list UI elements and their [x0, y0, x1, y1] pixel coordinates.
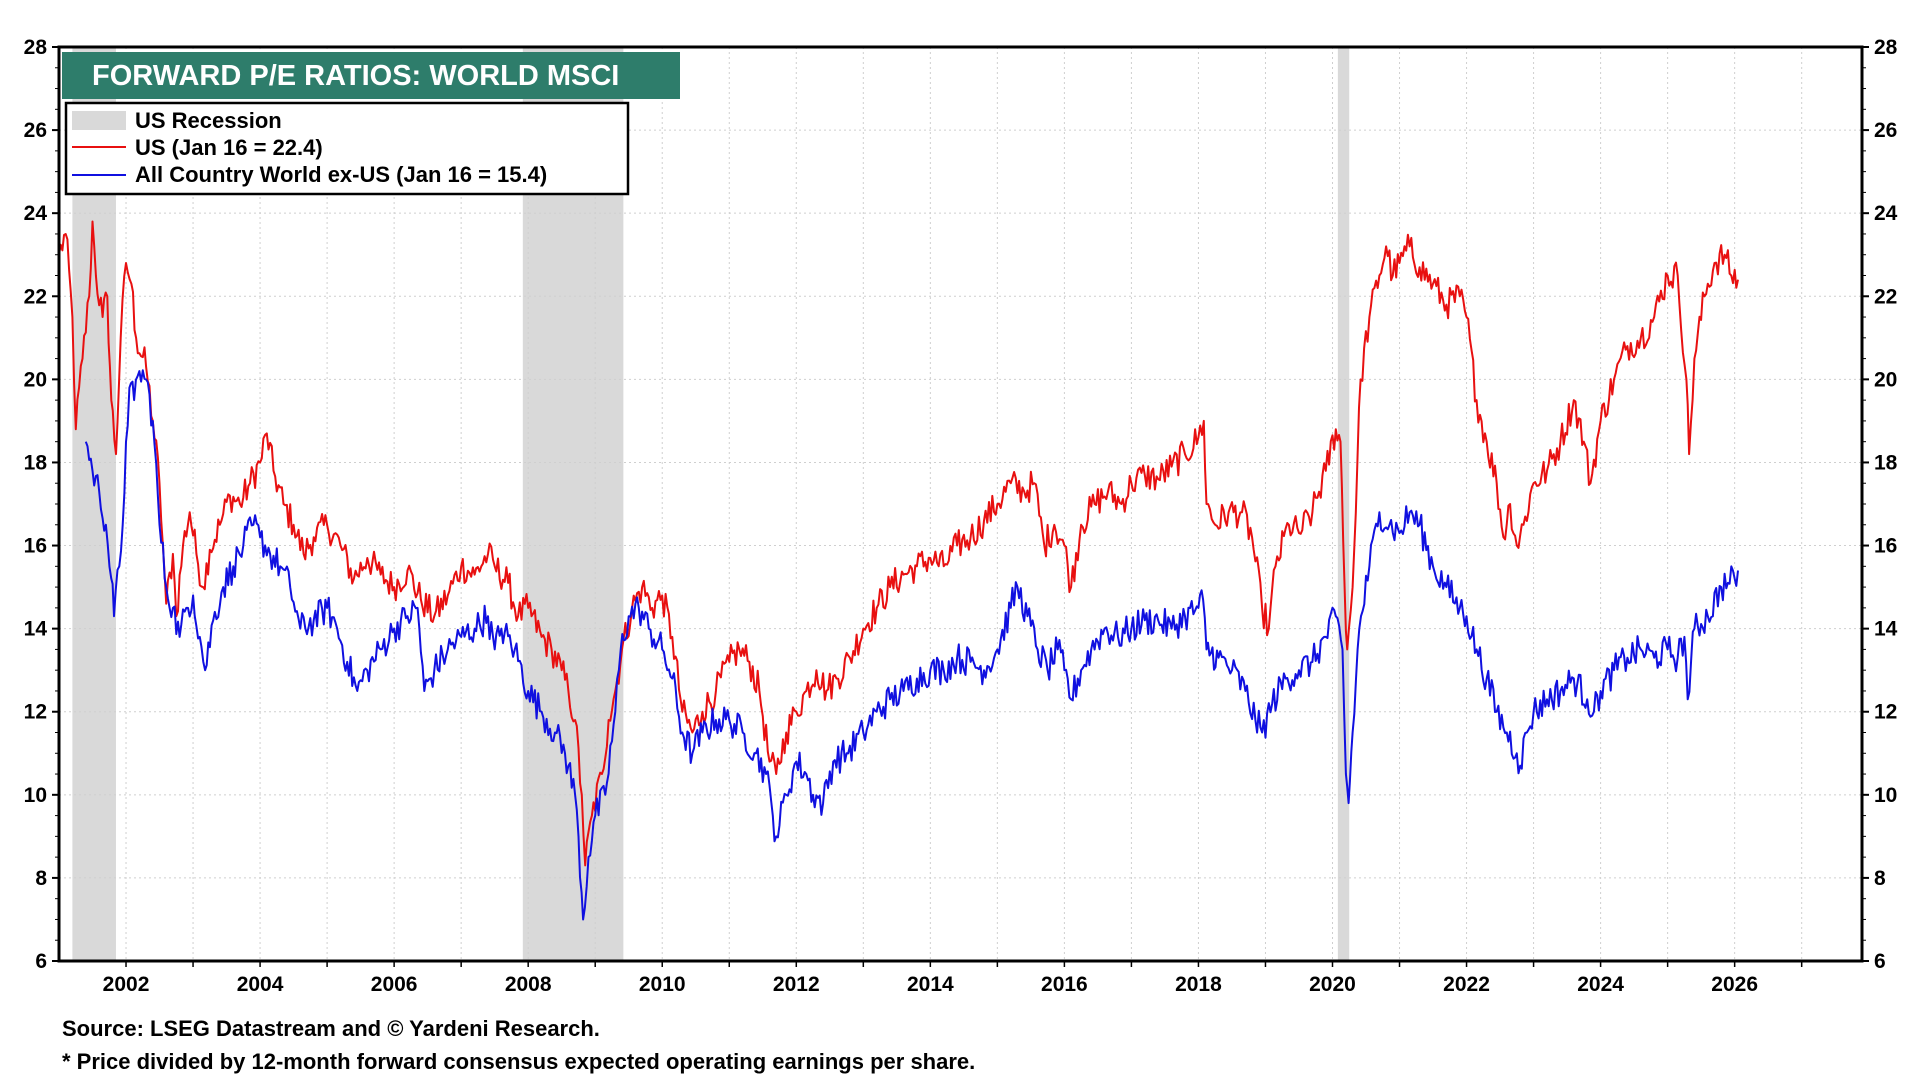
- y-tick-label-left: 28: [24, 36, 48, 59]
- us-series-line: [58, 220, 1739, 867]
- legend-box: [64, 101, 630, 196]
- y-tick-label-right: 22: [1874, 285, 1897, 308]
- x-tick-label: 2022: [1443, 973, 1490, 996]
- y-tick-label-left: 6: [35, 950, 47, 973]
- x-tick-label: 2016: [1041, 973, 1088, 996]
- x-tick-label: 2006: [371, 973, 418, 996]
- x-tick-label: 2026: [1711, 973, 1758, 996]
- chart-title-box: [62, 52, 680, 99]
- recession-band: [522, 47, 624, 961]
- x-tick-label: 2018: [1175, 973, 1222, 996]
- y-tick-label-left: 8: [35, 867, 47, 890]
- source-note: Source: LSEG Datastream and © Yardeni Re…: [62, 1016, 600, 1041]
- legend: US Recession US (Jan 16 = 22.4) All Coun…: [64, 101, 630, 196]
- legend-us-label: US (Jan 16 = 22.4): [135, 135, 323, 160]
- y-tick-label-left: 18: [24, 451, 48, 474]
- y-tick-label-left: 10: [24, 784, 47, 807]
- series-lines: [58, 220, 1739, 921]
- y-tick-label-left: 26: [24, 119, 47, 142]
- y-tick-label-right: 10: [1874, 784, 1897, 807]
- chart-title: FORWARD P/E RATIOS: WORLD MSCI: [92, 60, 619, 92]
- recession-bands: [72, 47, 1350, 961]
- legend-exus-label: All Country World ex-US (Jan 16 = 15.4): [135, 162, 547, 187]
- acwi-ex-us-series-line: [84, 369, 1739, 921]
- y-tick-label-right: 28: [1874, 36, 1898, 59]
- recession-band: [72, 47, 116, 961]
- recession-band: [1337, 47, 1350, 961]
- y-tick-label-right: 14: [1874, 618, 1898, 641]
- definition-note: * Price divided by 12-month forward cons…: [62, 1049, 976, 1074]
- y-tick-label-right: 24: [1874, 202, 1898, 225]
- legend-recession-label: US Recession: [135, 108, 282, 133]
- y-tick-label-right: 6: [1874, 950, 1886, 973]
- y-tick-label-left: 24: [24, 202, 48, 225]
- x-tick-label: 2008: [505, 973, 552, 996]
- y-tick-label-right: 16: [1874, 535, 1897, 558]
- y-tick-label-left: 14: [24, 618, 48, 641]
- y-tick-label-right: 26: [1874, 119, 1897, 142]
- y-tick-label-left: 22: [24, 285, 47, 308]
- x-tick-label: 2004: [237, 973, 284, 996]
- y-tick-label-right: 8: [1874, 867, 1886, 890]
- x-tick-label: 2024: [1577, 973, 1624, 996]
- legend-recession-swatch: [72, 111, 126, 130]
- x-tick-label: 2020: [1309, 973, 1356, 996]
- y-tick-label-right: 12: [1874, 701, 1897, 724]
- y-tick-label-left: 16: [24, 535, 47, 558]
- y-tick-label-right: 18: [1874, 451, 1898, 474]
- x-tick-label: 2014: [907, 973, 954, 996]
- y-tick-label-left: 12: [24, 701, 47, 724]
- y-tick-label-right: 20: [1874, 368, 1897, 391]
- x-tick-label: 2010: [639, 973, 686, 996]
- y-tick-label-left: 20: [24, 368, 47, 391]
- x-tick-label: 2002: [103, 973, 150, 996]
- x-tick-label: 2012: [773, 973, 820, 996]
